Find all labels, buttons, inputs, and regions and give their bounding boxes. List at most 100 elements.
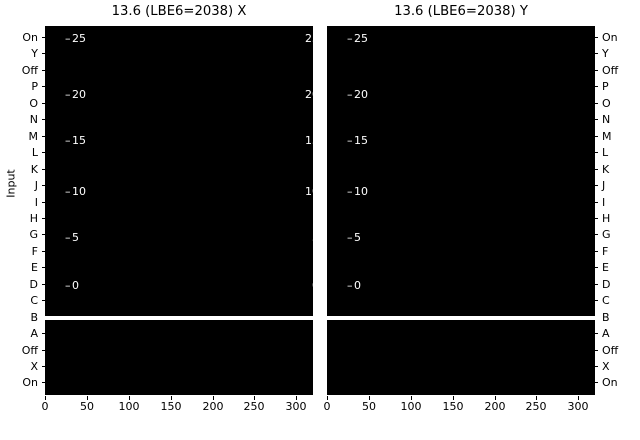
categorical-tick-mark [42, 234, 45, 235]
tick-dash-icon: – [347, 279, 353, 292]
numeric-tick-value: 25 [354, 32, 368, 45]
tick-dash-icon: – [347, 88, 353, 101]
x-tick-label: 150 [160, 400, 182, 413]
categorical-tick-mark [42, 185, 45, 186]
x-tick-mark [327, 396, 328, 400]
categorical-tick-mark [595, 382, 598, 383]
categorical-tick-mark [595, 53, 598, 54]
numeric-tick-value: 10 [354, 185, 368, 198]
x-tick-mark [129, 396, 130, 400]
categorical-tick-mark [42, 251, 45, 252]
categorical-tick-label: A [30, 327, 38, 341]
categorical-tick-mark [42, 152, 45, 153]
categorical-tick-mark [42, 136, 45, 137]
categorical-tick-label: K [30, 162, 38, 176]
right-x-axis: 0 50 100 150 200 250 300 [324, 396, 595, 418]
numeric-tick-label: –25 [65, 33, 86, 44]
categorical-tick-label: O [602, 96, 611, 110]
numeric-tick-value: 20 [354, 88, 368, 101]
numeric-tick-value: 15 [354, 134, 368, 147]
x-tick-label: 300 [285, 400, 307, 413]
x-tick-mark [254, 396, 255, 400]
categorical-tick-mark [42, 366, 45, 367]
tick-dash-icon: – [65, 134, 71, 147]
categorical-tick-mark [595, 300, 598, 301]
categorical-tick-mark [595, 350, 598, 351]
numeric-tick-value: 5 [354, 231, 361, 244]
left-categorical-axis: On Y Off P O N M L K J I H G F E D C B A Off X On [8, 26, 42, 395]
x-tick-mark [87, 396, 88, 400]
numeric-tick-value: 10 [72, 185, 86, 198]
tick-dash-icon: – [65, 231, 71, 244]
categorical-tick-mark [42, 218, 45, 219]
x-tick-label: 0 [41, 400, 49, 413]
numeric-tick-value: 20 [72, 88, 86, 101]
categorical-tick-label: A [602, 327, 610, 341]
categorical-tick-mark [595, 185, 598, 186]
x-tick-mark [369, 396, 370, 400]
x-tick-mark [213, 396, 214, 400]
left-lower-plot-area[interactable] [45, 320, 313, 395]
categorical-tick-mark [42, 300, 45, 301]
right-lower-plot-area[interactable] [327, 320, 595, 395]
categorical-tick-label: P [602, 80, 609, 94]
numeric-tick-label: –20 [347, 89, 368, 100]
x-tick-mark [536, 396, 537, 400]
x-tick-mark [495, 396, 496, 400]
tick-dash-icon: – [347, 231, 353, 244]
x-tick-label: 250 [525, 400, 547, 413]
categorical-tick-label: G [602, 228, 611, 242]
categorical-tick-mark [595, 284, 598, 285]
x-tick-label: 0 [323, 400, 331, 413]
numeric-tick-label: –15 [347, 135, 368, 146]
categorical-tick-label: B [30, 310, 38, 324]
numeric-tick-label: –10 [65, 186, 86, 197]
categorical-tick-mark [42, 202, 45, 203]
numeric-tick-label: –0 [65, 280, 79, 291]
categorical-tick-mark [595, 366, 598, 367]
numeric-tick-label: –25 [347, 33, 368, 44]
numeric-tick-value: 0 [354, 279, 361, 292]
categorical-tick-label: B [602, 310, 610, 324]
categorical-tick-label: N [602, 113, 611, 127]
categorical-tick-mark [42, 70, 45, 71]
categorical-tick-mark [595, 251, 598, 252]
right-upper-plot-area[interactable] [327, 26, 595, 316]
categorical-tick-label: L [31, 146, 38, 160]
x-tick-label: 100 [118, 400, 140, 413]
categorical-tick-label: L [602, 146, 609, 160]
categorical-tick-mark [595, 218, 598, 219]
categorical-tick-label: P [31, 80, 38, 94]
categorical-tick-label: On [602, 31, 618, 44]
numeric-tick-value: 25 [72, 32, 86, 45]
categorical-tick-label: M [28, 129, 39, 143]
tick-dash-icon: – [65, 185, 71, 198]
numeric-tick-value: 5 [72, 231, 79, 244]
categorical-tick-label: Off [602, 343, 619, 357]
left-upper-plot-area[interactable] [45, 26, 313, 316]
categorical-tick-mark [42, 382, 45, 383]
categorical-tick-label: Off [21, 63, 38, 77]
x-tick-label: 100 [400, 400, 422, 413]
categorical-tick-label: J [602, 179, 606, 193]
categorical-tick-label: X [602, 360, 610, 373]
categorical-tick-mark [42, 267, 45, 268]
categorical-tick-mark [42, 103, 45, 104]
categorical-tick-mark [595, 119, 598, 120]
categorical-tick-mark [42, 86, 45, 87]
categorical-tick-mark [42, 284, 45, 285]
categorical-tick-mark [595, 103, 598, 104]
x-tick-mark [453, 396, 454, 400]
categorical-tick-label: D [29, 277, 38, 291]
categorical-tick-label: Off [21, 343, 38, 357]
categorical-tick-label: On [22, 31, 38, 44]
categorical-tick-label: H [29, 211, 38, 225]
x-tick-mark [578, 396, 579, 400]
categorical-tick-mark [42, 350, 45, 351]
numeric-tick-label: –5 [65, 232, 79, 243]
categorical-tick-mark [595, 169, 598, 170]
categorical-tick-mark [42, 53, 45, 54]
tick-dash-icon: – [65, 279, 71, 292]
categorical-tick-mark [595, 234, 598, 235]
